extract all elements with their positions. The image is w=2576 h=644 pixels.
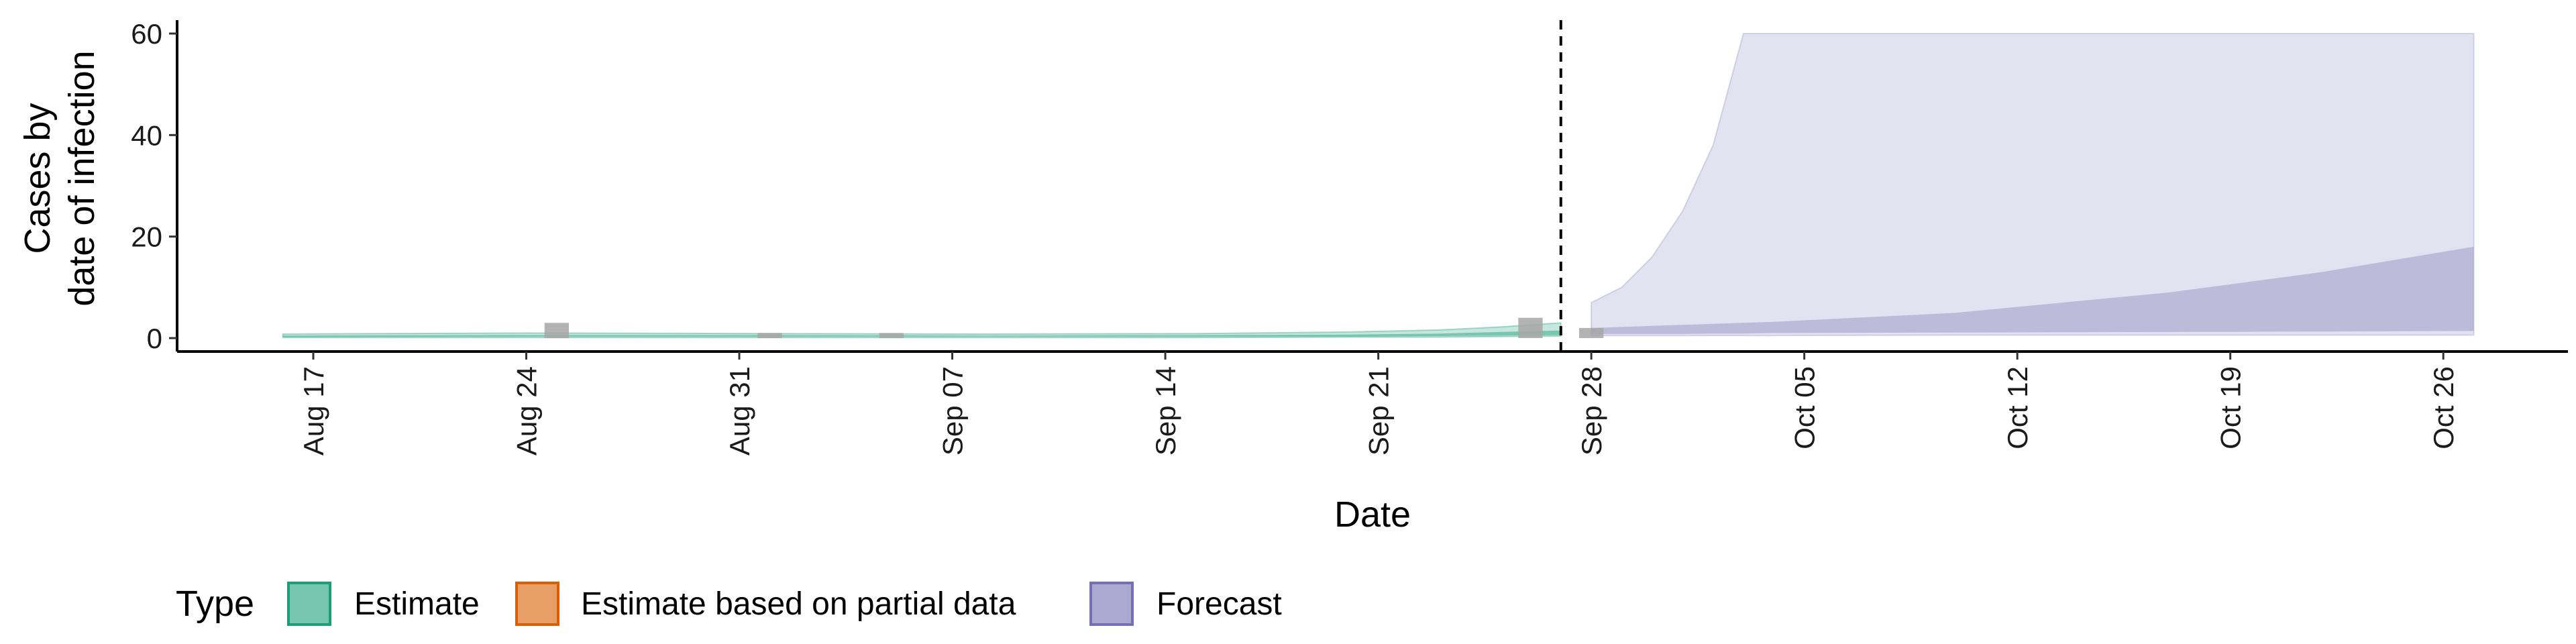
x-tick-label: Sep 07 <box>937 366 969 455</box>
observed-case-bar <box>1579 327 1604 338</box>
band-layer <box>282 33 2475 339</box>
y-axis-title-line1: Cases by <box>17 103 58 254</box>
forecast-band-90 <box>1591 33 2475 337</box>
estimate-band-50 <box>282 330 1561 337</box>
legend-swatch-forecast <box>1089 582 1134 626</box>
observed-case-bar <box>879 333 904 338</box>
x-axis: Aug 17 Aug 24 Aug 31 Sep 07 Sep 14 Sep 21 Sep … <box>177 350 2568 455</box>
y-tick-label: 0 <box>147 323 162 354</box>
x-tick-label: Oct 05 <box>1789 366 1821 449</box>
observed-case-bar <box>757 333 782 338</box>
forecast-band-50 <box>1591 246 2474 334</box>
x-tick-label: Oct 12 <box>2002 366 2033 449</box>
x-tick-label: Sep 14 <box>1150 366 1181 455</box>
y-tick-label: 20 <box>131 221 162 253</box>
observed-case-bar <box>1518 317 1543 338</box>
legend-swatch-partial <box>515 582 559 626</box>
y-axis: 0 20 40 60 <box>131 18 178 354</box>
x-tick-label: Oct 26 <box>2428 366 2459 449</box>
observed-cases-layer <box>544 317 1604 338</box>
legend-swatch-estimate <box>287 582 331 626</box>
x-axis-title: Date <box>1334 494 1411 535</box>
observed-case-bar <box>544 323 569 338</box>
x-tick-label: Sep 28 <box>1576 366 1607 455</box>
x-tick-label: Oct 19 <box>2215 366 2247 449</box>
legend-label-forecast: Forecast <box>1157 586 1282 622</box>
x-tick-label: Aug 17 <box>298 366 329 455</box>
legend-label-partial: Estimate based on partial data <box>581 586 1016 622</box>
legend: Type Estimate Estimate based on partial … <box>176 582 1282 626</box>
x-tick-label: Aug 31 <box>724 366 755 455</box>
x-tick-label: Sep 21 <box>1363 366 1395 455</box>
y-tick-label: 40 <box>131 119 162 151</box>
legend-label-estimate: Estimate <box>354 586 480 622</box>
x-tick-label: Aug 24 <box>511 366 543 455</box>
legend-title: Type <box>176 584 254 624</box>
y-tick-label: 60 <box>131 18 162 50</box>
y-axis-title-line2: date of infection <box>62 50 102 306</box>
